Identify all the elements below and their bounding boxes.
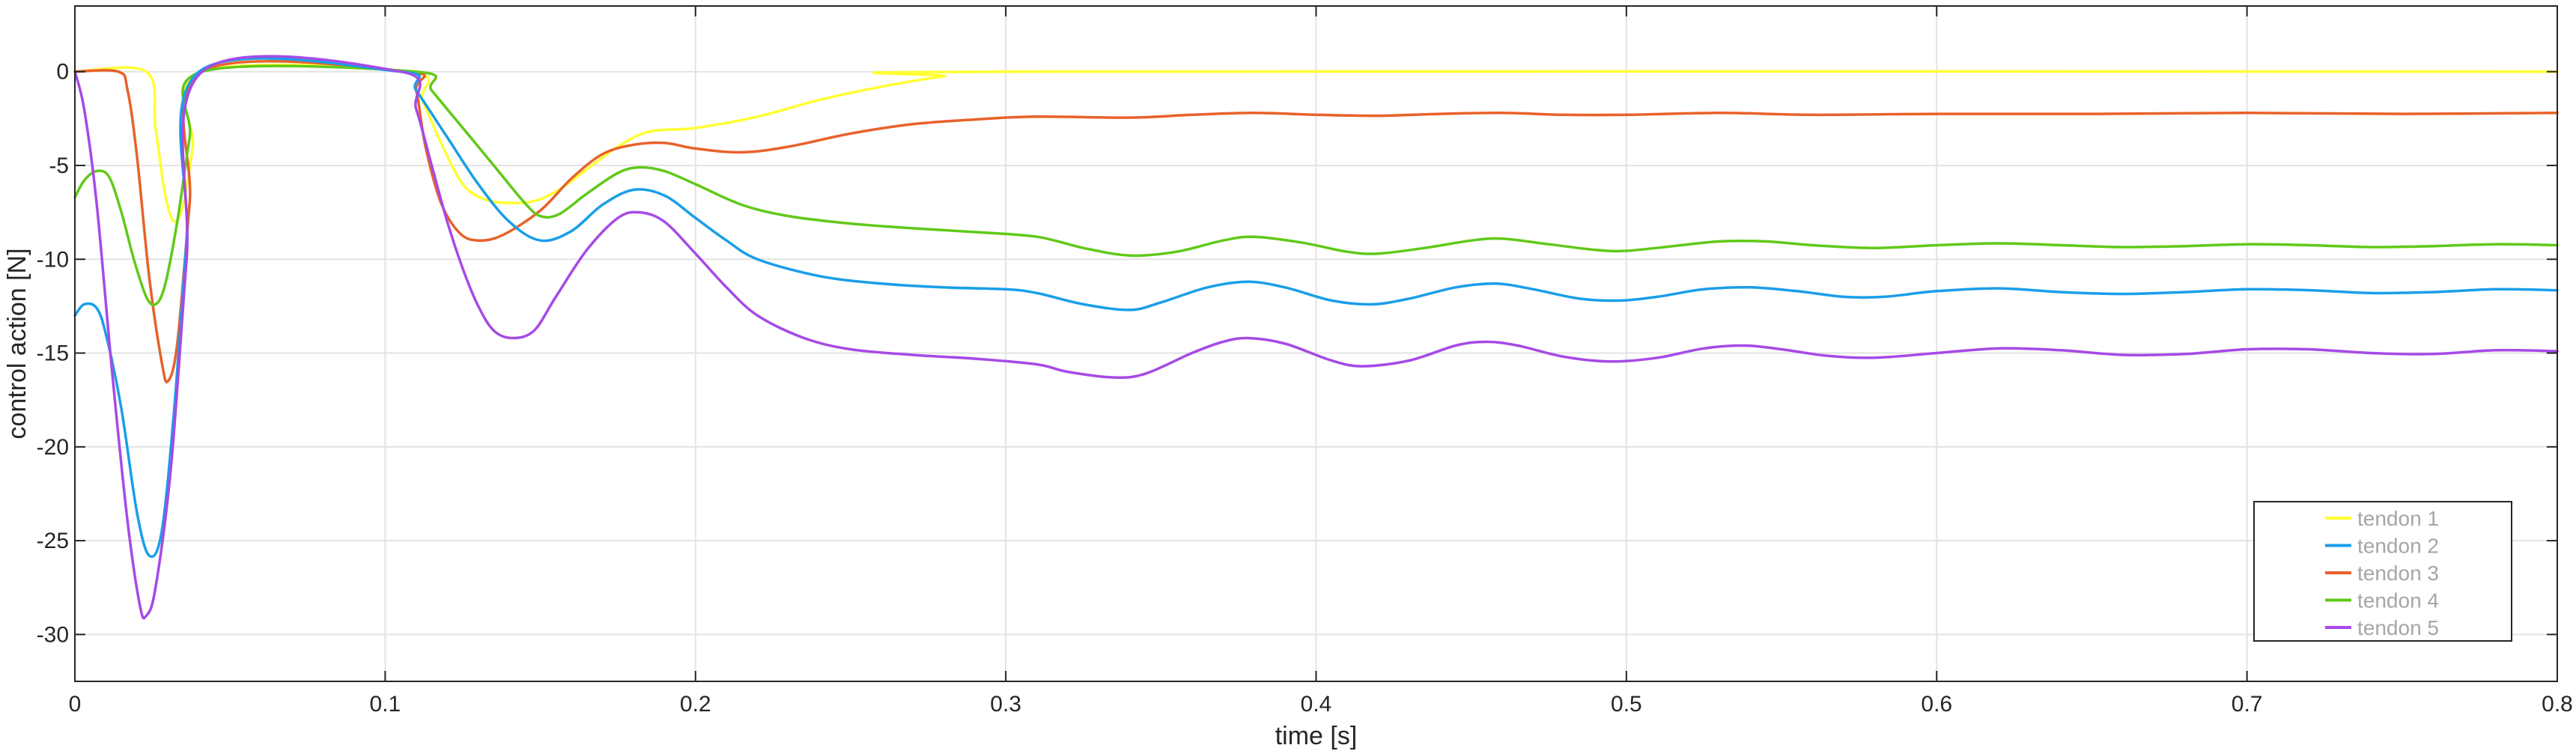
legend-label-tendon-4: tendon 4 [2357, 589, 2439, 612]
x-tick-label: 0.8 [2542, 692, 2573, 717]
x-tick-label: 0.5 [1611, 692, 1642, 717]
x-tick-label: 0.7 [2232, 692, 2263, 717]
y-axis-label: control action [N] [3, 248, 31, 439]
legend: tendon 1 tendon 2 tendon 3 tendon 4 tendon 5 [2253, 501, 2512, 642]
series-lines [73, 55, 2559, 620]
y-tick-label: -15 [37, 341, 69, 366]
series-line-tendon-4 [73, 64, 2559, 307]
y-tick-label: -5 [49, 153, 69, 178]
x-tick-label: 0.6 [1921, 692, 1952, 717]
axis-ticks [74, 6, 2558, 681]
series-line-tendon-5 [73, 55, 2559, 620]
y-tick-label: -20 [37, 435, 69, 460]
x-axis-label: time [s] [1275, 722, 1358, 750]
x-tick-label: 0.2 [680, 692, 711, 717]
legend-label-tendon-2: tendon 2 [2357, 535, 2439, 558]
y-tick-label: -25 [37, 529, 69, 553]
y-tick-label: 0 [56, 60, 69, 85]
x-tick-label: 0.3 [990, 692, 1021, 717]
legend-label-tendon-5: tendon 5 [2357, 616, 2439, 639]
x-tick-label: 0.4 [1301, 692, 1332, 717]
series-line-tendon-1 [73, 63, 2559, 224]
y-tick-label: -10 [37, 247, 69, 272]
legend-entries: tendon 1 tendon 2 tendon 3 tendon 4 tendon 5 [2325, 507, 2439, 639]
legend-label-tendon-3: tendon 3 [2357, 562, 2439, 585]
y-tick-label: -30 [37, 622, 69, 647]
legend-label-tendon-1: tendon 1 [2357, 507, 2439, 530]
x-tick-label: 0 [69, 692, 82, 717]
x-tick-label: 0.1 [370, 692, 401, 717]
axis-tick-labels: 0 0.1 0.2 0.3 0.4 0.5 0.6 0.7 0.8 0 -5 -10 -15 -20 -25… [37, 60, 2573, 717]
legend-box [2253, 501, 2512, 642]
